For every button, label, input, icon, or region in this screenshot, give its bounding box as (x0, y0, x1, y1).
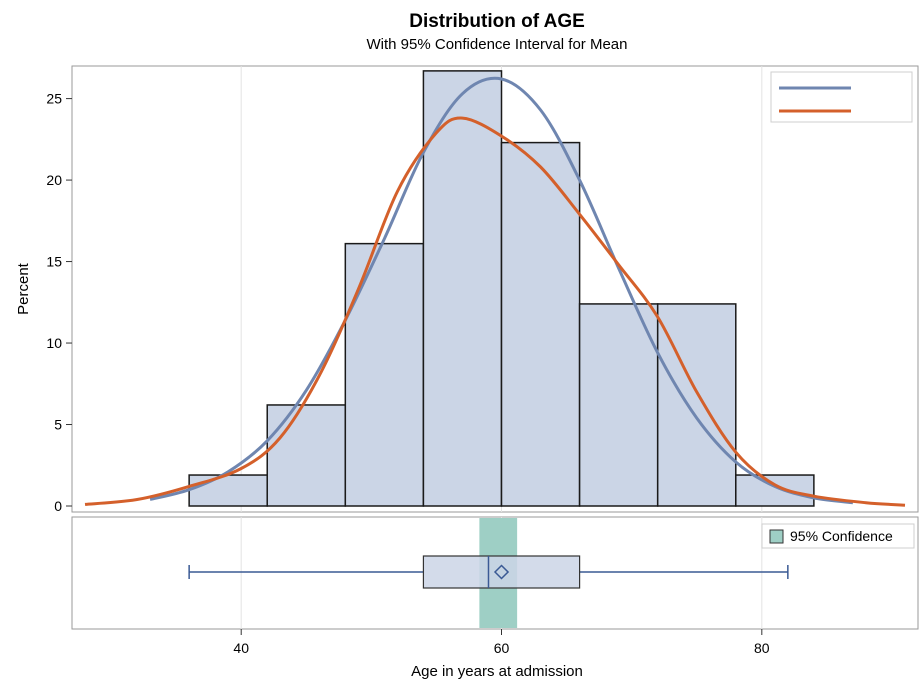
density-curves (84, 76, 906, 507)
boxplot-frame (71, 516, 919, 630)
mean-diamond (493, 564, 510, 580)
ci-legend-swatch (769, 529, 784, 544)
ci-legend-box (761, 523, 915, 549)
y-tick-label: 15 (46, 254, 62, 270)
kernel-density-line (84, 116, 906, 507)
normal-curve-line (149, 76, 854, 505)
histogram-bar (735, 474, 815, 507)
histogram-bar (656, 303, 737, 507)
histogram-bar (188, 474, 268, 507)
x-tick-label: 40 (233, 640, 249, 656)
y-tick-label: 25 (46, 91, 62, 107)
histogram-bar (266, 404, 347, 507)
y-tick-label: 0 (54, 498, 62, 514)
histogram-bars (188, 70, 815, 507)
boxplot-group (188, 555, 789, 589)
legend-box (770, 71, 913, 123)
y-tick-label: 20 (46, 172, 62, 188)
histogram-bar (578, 303, 659, 507)
x-tick-label: 60 (494, 640, 510, 656)
histogram-bar (500, 141, 581, 507)
y-tick-label: 10 (46, 335, 62, 351)
x-axis-ticks: 40 60 80 (233, 629, 770, 656)
histogram-bar (422, 70, 503, 507)
ci-legend: 95% Confidence (761, 523, 915, 549)
iqr-box (422, 555, 581, 589)
chart-subtitle: With 95% Confidence Interval for Mean (367, 36, 628, 53)
x-axis-label: Age in years at admission (411, 663, 583, 680)
x-tick-label: 80 (754, 640, 770, 656)
y-tick-label: 5 (54, 417, 62, 433)
chart-title: Distribution of AGE (409, 11, 585, 32)
y-axis-label: Percent (15, 262, 32, 315)
y-axis-ticks: 0 5 10 15 20 25 (46, 91, 72, 514)
ci-legend-label: 95% Confidence (790, 528, 893, 544)
histogram-bar (344, 242, 425, 507)
curve-legend (770, 71, 913, 123)
histogram-plot-frame (71, 65, 919, 513)
